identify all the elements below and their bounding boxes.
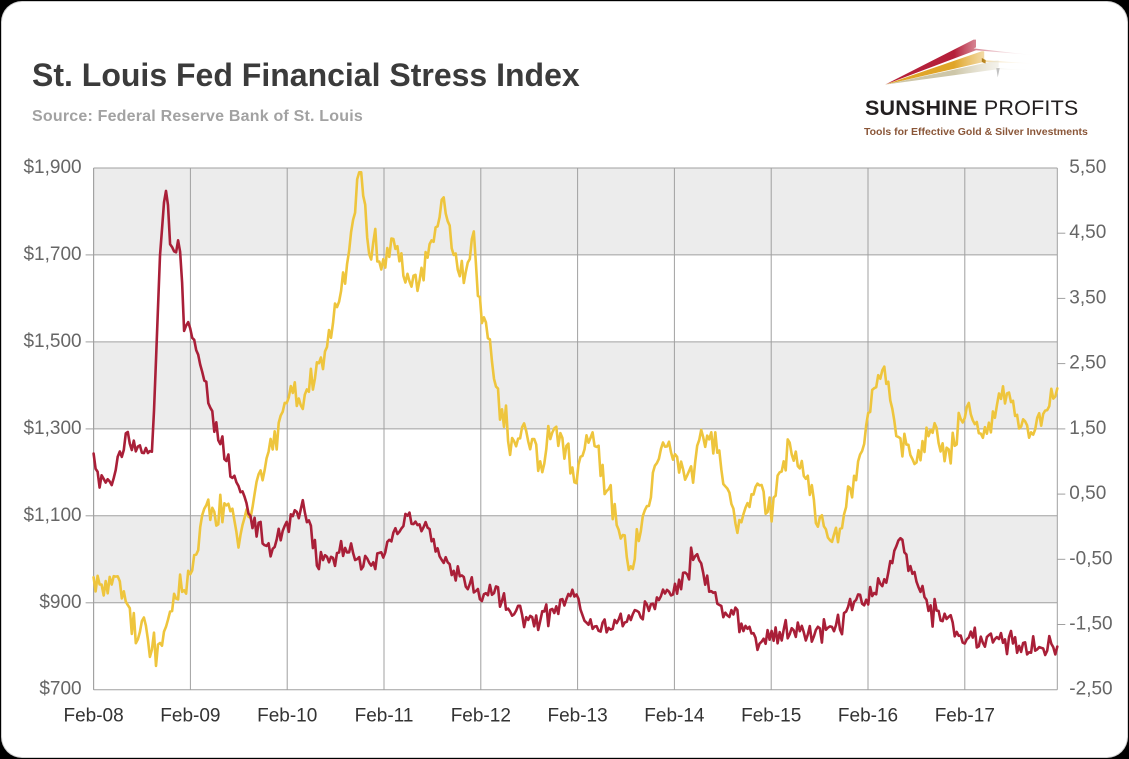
svg-text:$900: $900 [39, 592, 81, 613]
svg-text:Feb-15: Feb-15 [741, 706, 801, 727]
svg-text:3,50: 3,50 [1069, 287, 1106, 308]
svg-text:Feb-13: Feb-13 [547, 706, 607, 727]
svg-text:Feb-12: Feb-12 [451, 706, 511, 727]
svg-text:1,50: 1,50 [1069, 418, 1106, 439]
svg-text:Feb-17: Feb-17 [935, 706, 995, 727]
svg-text:$1,300: $1,300 [23, 418, 81, 439]
svg-text:$1,900: $1,900 [23, 157, 81, 178]
svg-text:Feb-09: Feb-09 [160, 706, 220, 727]
svg-text:Feb-11: Feb-11 [355, 706, 414, 727]
svg-text:5,50: 5,50 [1069, 157, 1106, 178]
svg-text:$1,700: $1,700 [23, 244, 81, 265]
svg-text:Feb-10: Feb-10 [257, 706, 317, 727]
svg-text:-2,50: -2,50 [1069, 679, 1112, 700]
svg-text:-0,50: -0,50 [1069, 548, 1112, 569]
svg-text:Feb-16: Feb-16 [838, 706, 898, 727]
svg-text:$700: $700 [39, 679, 81, 700]
svg-text:Feb-14: Feb-14 [644, 706, 705, 727]
svg-text:0,50: 0,50 [1069, 483, 1106, 504]
svg-text:Feb-08: Feb-08 [63, 706, 123, 727]
svg-text:-1,50: -1,50 [1069, 614, 1112, 635]
svg-text:4,50: 4,50 [1069, 222, 1106, 243]
svg-text:$1,500: $1,500 [23, 331, 81, 352]
svg-text:$1,100: $1,100 [23, 505, 81, 526]
svg-text:2,50: 2,50 [1069, 353, 1106, 374]
